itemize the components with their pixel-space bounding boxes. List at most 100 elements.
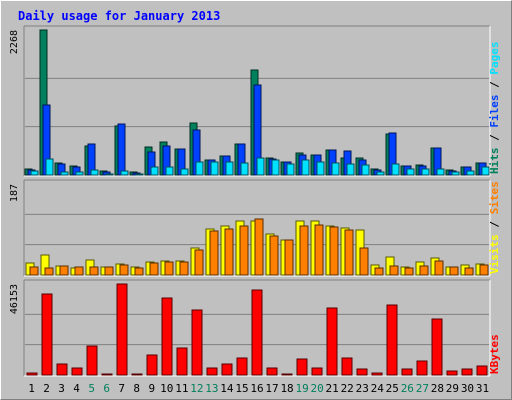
bar-pages-day-2 [45, 158, 54, 176]
x-tick-label-day-30: 30 [461, 382, 474, 395]
bar-kbytes-day-16 [251, 289, 263, 376]
x-tick-label-day-28: 28 [431, 382, 444, 395]
bar-kbytes-day-7 [116, 283, 128, 376]
bar-pages-day-7 [120, 170, 129, 176]
x-tick-label-day-13: 13 [205, 382, 218, 395]
bar-pages-day-16 [256, 157, 265, 176]
bar-sites-day-14 [224, 228, 234, 276]
panel-kbytes: 46153 KBytes [9, 279, 501, 377]
legend-hits: Hits [488, 148, 501, 175]
legend-kbytes: KBytes [488, 334, 501, 374]
x-tick-label-day-15: 15 [235, 382, 248, 395]
bar-sites-day-31 [479, 264, 489, 276]
bar-kbytes-day-9 [146, 354, 158, 376]
bar-kbytes-day-28 [431, 318, 443, 376]
x-tick-label-day-2: 2 [43, 382, 50, 395]
x-tick-label-day-25: 25 [386, 382, 399, 395]
bar-pages-day-20 [316, 161, 325, 176]
bar-sites-day-6 [104, 266, 114, 276]
bar-kbytes-day-21 [326, 307, 338, 376]
bar-pages-day-22 [346, 163, 355, 176]
chart-title: Daily usage for January 2013 [18, 9, 220, 23]
bar-sites-day-21 [329, 226, 339, 276]
bar-pages-day-14 [225, 161, 234, 176]
x-tick-label-day-27: 27 [416, 382, 429, 395]
bar-sites-day-25 [389, 265, 399, 276]
bar-kbytes-day-30 [461, 368, 473, 376]
bar-files-day-7 [117, 123, 126, 176]
bar-pages-day-23 [361, 164, 370, 176]
bar-kbytes-day-4 [71, 367, 83, 376]
bar-kbytes-day-29 [446, 370, 458, 376]
bar-sites-day-4 [74, 266, 84, 276]
bar-pages-day-28 [436, 168, 445, 176]
x-tick-label-day-14: 14 [220, 382, 234, 395]
x-tick-label-day-6: 6 [103, 382, 110, 395]
bar-kbytes-day-8 [131, 373, 143, 376]
legend-separator: / [488, 128, 501, 148]
legend-visits: Visits [488, 234, 501, 274]
bar-kbytes-day-17 [266, 367, 278, 376]
x-tick-label-day-23: 23 [356, 382, 369, 395]
bar-sites-day-1 [29, 266, 39, 276]
x-tick-label-day-1: 1 [28, 382, 35, 395]
bar-sites-day-17 [269, 235, 279, 276]
x-tick-label-day-3: 3 [58, 382, 65, 395]
bar-kbytes-day-25 [386, 304, 398, 376]
x-tick-label-day-20: 20 [311, 382, 324, 395]
x-tick-label-day-24: 24 [371, 382, 385, 395]
x-tick-label-day-7: 7 [118, 382, 125, 395]
bar-pages-day-24 [376, 171, 385, 176]
bar-sites-day-10 [164, 261, 174, 276]
bar-pages-day-4 [75, 171, 84, 176]
bar-sites-day-22 [344, 229, 354, 276]
x-tick-label-day-29: 29 [446, 382, 459, 395]
bar-kbytes-day-13 [206, 367, 218, 376]
bar-sites-day-7 [119, 264, 129, 276]
legend-files: Files [488, 95, 501, 128]
bar-kbytes-day-27 [416, 360, 428, 376]
bar-pages-day-3 [60, 171, 69, 176]
bar-pages-day-26 [406, 168, 415, 176]
bar-pages-day-27 [421, 168, 430, 176]
bar-pages-day-17 [271, 159, 280, 176]
x-tick-label-day-26: 26 [401, 382, 414, 395]
y-max-label: 46153 [9, 284, 20, 314]
x-tick-label-day-22: 22 [341, 382, 354, 395]
x-tick-label-day-10: 10 [160, 382, 173, 395]
x-tick-label-day-18: 18 [280, 382, 293, 395]
bar-sites-day-30 [464, 267, 474, 276]
x-tick-label-day-11: 11 [175, 382, 188, 395]
x-tick-label-day-4: 4 [73, 382, 80, 395]
legend-separator: / [488, 75, 501, 95]
bar-kbytes-day-6 [101, 373, 113, 376]
bar-kbytes-day-5 [86, 345, 98, 376]
bar-sites-day-29 [449, 266, 459, 276]
bar-kbytes-day-26 [401, 368, 413, 376]
bar-sites-day-27 [419, 265, 429, 276]
bar-sites-day-2 [44, 267, 54, 276]
bar-sites-day-18 [284, 239, 294, 276]
bar-sites-day-12 [194, 249, 204, 276]
bar-kbytes-day-19 [296, 358, 308, 376]
bar-pages-day-5 [90, 169, 99, 176]
x-tick-label-day-31: 31 [476, 382, 489, 395]
bar-pages-day-31 [481, 166, 490, 176]
x-tick-label-day-17: 17 [265, 382, 278, 395]
bar-kbytes-day-14 [221, 363, 233, 376]
bar-pages-day-12 [195, 161, 204, 176]
x-tick-label-day-5: 5 [88, 382, 95, 395]
bar-sites-day-19 [299, 225, 309, 276]
bar-sites-day-28 [434, 260, 444, 276]
bar-sites-day-13 [209, 230, 219, 276]
panel-visits-sites: 187 Visits / Sites [9, 179, 501, 277]
bar-pages-day-18 [286, 163, 295, 176]
bar-sites-day-5 [89, 266, 99, 276]
bar-pages-day-8 [135, 173, 144, 176]
bar-pages-day-6 [105, 173, 114, 176]
bar-pages-day-30 [466, 170, 475, 176]
legend-hits-files-pages: Hits / Files / Pages [488, 42, 501, 175]
bar-pages-day-13 [210, 161, 219, 176]
bar-kbytes-day-15 [236, 357, 248, 376]
